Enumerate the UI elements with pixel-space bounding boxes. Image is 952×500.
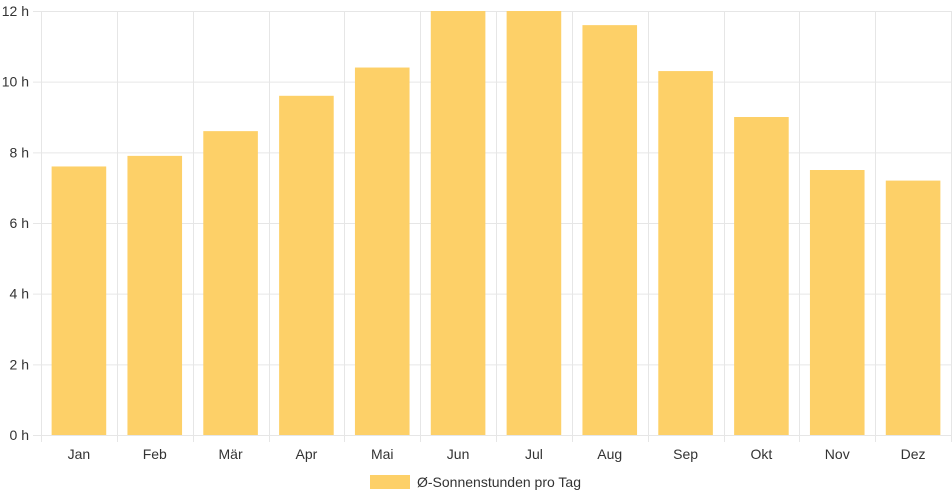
x-tick-label: Dez [901,446,926,462]
legend-label[interactable]: Ø-Sonnenstunden pro Tag [417,474,581,490]
x-tick-label: Sep [673,446,698,462]
bar-okt[interactable] [734,117,789,435]
grid-lines [33,11,952,442]
x-tick-label: Mär [219,446,243,462]
bar-aug[interactable] [582,25,638,436]
x-tick-label: Okt [751,446,773,462]
y-tick-label: 4 h [10,286,29,302]
bar-jul[interactable] [506,11,562,435]
y-tick-label: 0 h [10,427,29,443]
y-axis: 0 h 2 h 4 h 6 h 8 h 10 h 12 h [2,3,29,443]
x-tick-label: Jan [68,446,91,462]
y-tick-label: 8 h [10,144,29,160]
y-tick-label: 12 h [2,3,29,19]
bar-jan[interactable] [51,166,107,435]
bar-nov[interactable] [809,170,865,435]
y-tick-label: 6 h [10,215,29,231]
legend-swatch[interactable] [370,475,410,489]
x-axis: Jan Feb Mär Apr Mai Jun Jul Aug Sep Okt Nov Dez [68,446,926,462]
bar-jun[interactable] [430,11,486,435]
x-tick-label: Mai [371,446,394,462]
x-tick-label: Nov [825,446,850,462]
legend[interactable]: Ø-Sonnenstunden pro Tag [370,474,581,490]
x-tick-label: Jul [525,446,543,462]
x-tick-label: Apr [296,446,318,462]
bar-feb[interactable] [127,155,183,435]
bar-mär[interactable] [203,131,258,435]
bar-apr[interactable] [279,95,334,436]
x-tick-label: Feb [143,446,167,462]
y-tick-label: 2 h [10,356,29,372]
bar-dez[interactable] [885,180,941,435]
x-tick-label: Jun [447,446,470,462]
y-tick-label: 10 h [2,74,29,90]
bars [51,11,941,436]
bar-sep[interactable] [658,71,713,436]
bar-mai[interactable] [354,67,410,436]
x-tick-label: Aug [597,446,622,462]
